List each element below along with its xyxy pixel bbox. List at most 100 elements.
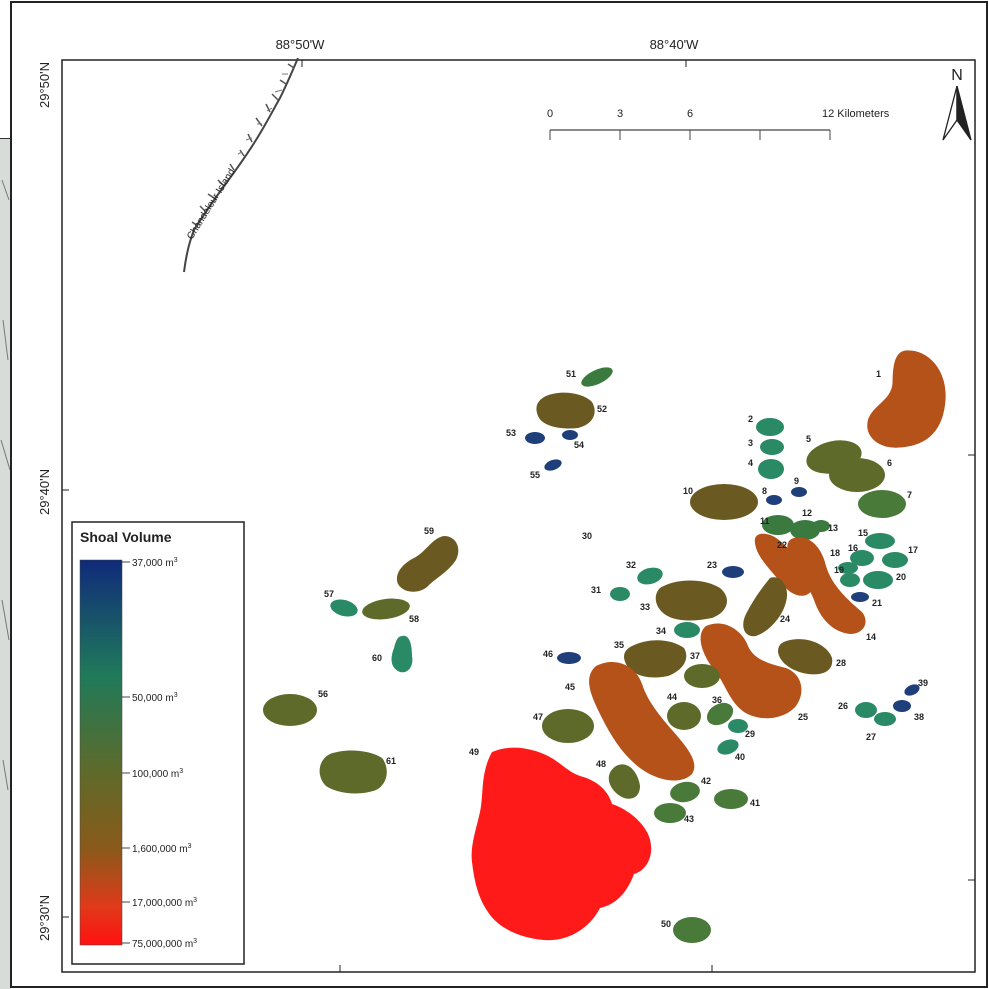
shoal-38: [706, 702, 734, 726]
shoal-41: [714, 789, 748, 809]
shoal-labels: 1 2 3 4 5 6 7 8 9 10 11 12 13 14 15 16 1…: [318, 369, 928, 929]
legend: Shoal Volume 37,000 m3 50,000 m3 100,000…: [71, 521, 245, 965]
shoal-label: 61: [386, 756, 396, 766]
shoal-2: [756, 418, 784, 436]
shoal-23: [722, 566, 744, 578]
shoal-label: 33: [640, 602, 650, 612]
longitude-label: 88°50'W: [276, 37, 326, 52]
shoal-label: 1: [876, 369, 881, 379]
shoal-25: [700, 623, 802, 719]
shoal-58: [362, 598, 410, 620]
shoal-label: 47: [533, 712, 543, 722]
shoal-30: [717, 739, 739, 755]
shoal-43: [654, 803, 686, 823]
shoal-label: 10: [683, 486, 693, 496]
shoal-label: 21: [872, 598, 882, 608]
shoal-53: [525, 432, 545, 444]
graticule-ticks: [62, 60, 975, 972]
shoal-label: 17: [908, 545, 918, 555]
shoal-51: [581, 367, 613, 387]
shoal-label: 23: [707, 560, 717, 570]
shoal-label: 24: [780, 614, 790, 624]
shoal-56: [263, 694, 317, 726]
legend-label: 17,000,000 m3: [132, 897, 197, 909]
shoal-11: [762, 515, 794, 535]
shoal-label: 46: [543, 649, 553, 659]
shoal-54: [562, 430, 578, 440]
shoal-label: 31: [591, 585, 601, 595]
legend-label: 75,000,000 m3: [132, 938, 197, 950]
shoal-label: 55: [530, 470, 540, 480]
shoal-label: 7: [907, 490, 912, 500]
shoal-10: [690, 484, 758, 520]
shoal-28: [778, 639, 833, 675]
shoal-35: [624, 640, 687, 678]
shoal-label: 6: [887, 458, 892, 468]
north-label: N: [951, 67, 963, 84]
shoal-36: [557, 652, 581, 664]
shoal-label: 60: [372, 653, 382, 663]
shoal-label: 22: [777, 540, 787, 550]
shoal-57: [330, 599, 358, 617]
shoals-layer: [263, 349, 947, 943]
shoal-24: [743, 577, 788, 637]
shoal-label: 56: [318, 689, 328, 699]
legend-label: 50,000 m3: [132, 692, 178, 704]
shoal-27c: [904, 684, 920, 696]
scale-tick-label: 12 Kilometers: [822, 108, 890, 120]
legend-color-ramp: [79, 559, 123, 946]
shoal-50: [673, 917, 711, 943]
legend-label: 100,000 m3: [132, 768, 183, 780]
shoal-label: 14: [866, 632, 876, 642]
legend-label: 1,600,000 m3: [132, 843, 192, 855]
shoal-55: [544, 459, 562, 471]
shoal-label: 9: [794, 476, 799, 486]
shoal-label: 34: [656, 626, 666, 636]
shoal-label: 11: [760, 516, 770, 526]
shoal-label: 51: [566, 369, 576, 379]
shoal-60: [391, 635, 413, 673]
adjacent-figure-edge: [0, 138, 11, 989]
shoal-6: [829, 458, 885, 492]
shoal-label: 3: [748, 438, 753, 448]
shoal-label: 4: [748, 458, 753, 468]
shoal-label: 32: [626, 560, 636, 570]
shoal-label: 26: [838, 701, 848, 711]
shoal-label: 28: [836, 658, 846, 668]
shoal-label: 8: [762, 486, 767, 496]
shoal-15: [865, 533, 895, 549]
shoal-label: 25: [798, 712, 808, 722]
shoal-7: [858, 490, 906, 518]
shoal-34: [674, 622, 700, 638]
shoal-26: [855, 702, 877, 718]
shoal-22: [754, 533, 814, 596]
shoal-label: 53: [506, 428, 516, 438]
shoal-31: [610, 587, 630, 601]
shoal-42: [670, 781, 700, 803]
shoal-59: [396, 536, 459, 592]
shoal-label: 5: [806, 434, 811, 444]
shoal-9: [791, 487, 807, 497]
shoal-37: [684, 664, 720, 688]
shoal-33: [655, 580, 727, 621]
shoal-52: [536, 392, 595, 429]
scale-tick-label: 0: [547, 108, 553, 120]
shoal-49: [471, 747, 652, 941]
shoal-29: [728, 719, 748, 733]
shoal-45: [589, 662, 695, 781]
shoal-32: [637, 567, 663, 585]
shoal-18: [838, 562, 858, 574]
shoal-27: [874, 712, 896, 726]
shoal-label: 38: [914, 712, 924, 722]
shoal-label: 58: [409, 614, 419, 624]
shoal-label: 44: [667, 692, 677, 702]
shoal-8: [766, 495, 782, 505]
shoal-label: 20: [896, 572, 906, 582]
shoal-47: [542, 709, 594, 743]
shoal-label: 40: [735, 752, 745, 762]
shoal-label: 48: [596, 759, 606, 769]
scale-tick-label: 3: [617, 108, 623, 120]
shoal-19: [840, 573, 860, 587]
shoal-label: 16: [848, 543, 858, 553]
